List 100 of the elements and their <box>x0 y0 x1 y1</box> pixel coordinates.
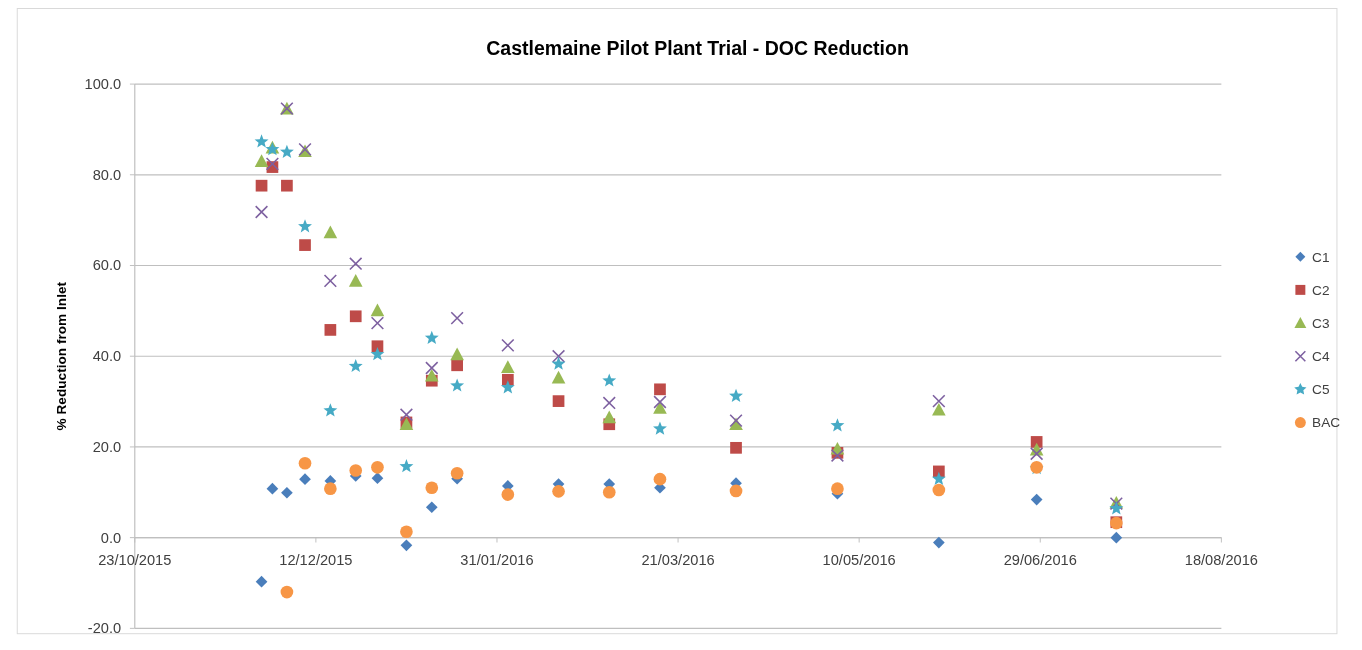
point <box>349 464 363 477</box>
y-tick-label: 20.0 <box>92 438 122 455</box>
point <box>500 380 515 394</box>
point <box>371 340 384 353</box>
point <box>371 472 384 485</box>
point <box>602 410 617 424</box>
point <box>653 421 667 435</box>
point <box>830 448 845 463</box>
point <box>1109 501 1124 515</box>
point <box>324 324 337 336</box>
point <box>298 219 312 233</box>
point <box>348 274 363 287</box>
point <box>323 403 338 417</box>
x-tick-label: 29/06/2016 <box>1003 551 1077 568</box>
point <box>324 482 337 495</box>
point <box>349 257 363 271</box>
point <box>265 157 280 171</box>
point <box>551 370 566 384</box>
point <box>552 395 565 407</box>
legend-label: C2 <box>1312 282 1330 298</box>
point <box>254 154 269 168</box>
point <box>451 359 463 372</box>
point <box>551 349 566 363</box>
point <box>602 485 616 499</box>
point <box>424 368 439 382</box>
point <box>1110 531 1123 544</box>
point <box>654 383 666 396</box>
y-tick-label: 100.0 <box>84 75 122 92</box>
x-tick-label: 31/01/2016 <box>460 551 534 568</box>
point <box>371 460 384 474</box>
point <box>450 311 464 325</box>
x-tick-label: 21/03/2016 <box>641 551 715 568</box>
point <box>450 466 464 480</box>
point <box>602 396 616 410</box>
point <box>399 408 414 422</box>
legend-label: C5 <box>1312 382 1330 398</box>
point <box>1030 493 1043 506</box>
point <box>653 401 667 414</box>
y-tick-label: 40.0 <box>92 348 122 365</box>
point <box>1030 447 1044 461</box>
point <box>400 525 413 539</box>
x-tick-label: 12/12/2015 <box>279 551 353 568</box>
y-tick-label: -20.0 <box>87 620 122 637</box>
point <box>729 388 743 403</box>
point <box>653 395 667 409</box>
point <box>931 471 946 486</box>
point <box>602 373 617 387</box>
point <box>729 484 743 498</box>
point <box>501 488 515 501</box>
x-tick-label: 23/10/2015 <box>98 551 172 568</box>
point <box>281 179 293 192</box>
point <box>323 274 337 288</box>
point <box>729 413 743 428</box>
chart-title: Castlemaine Pilot Plant Trial - DOC Reduction <box>486 36 909 59</box>
point <box>933 536 945 549</box>
point <box>323 225 338 239</box>
legend-label: BAC <box>1312 415 1341 431</box>
point <box>255 179 268 192</box>
point <box>399 459 414 473</box>
point <box>501 338 515 352</box>
point <box>280 585 294 599</box>
point <box>254 205 269 219</box>
legend-label: C4 <box>1312 349 1330 365</box>
point <box>501 360 515 373</box>
point <box>932 394 946 408</box>
point <box>370 316 385 330</box>
point <box>653 472 667 486</box>
y-tick-label: 60.0 <box>92 257 122 274</box>
point <box>425 501 438 514</box>
y-axis-title: % Reduction from Inlet <box>53 281 69 431</box>
point <box>281 486 293 499</box>
point <box>348 358 363 373</box>
point <box>450 347 464 361</box>
x-tick-label: 10/05/2016 <box>822 551 896 568</box>
point <box>424 330 439 344</box>
point <box>370 303 385 317</box>
point <box>425 481 439 495</box>
point <box>830 418 845 432</box>
point <box>370 347 385 361</box>
point <box>349 310 362 323</box>
y-tick-label: 80.0 <box>92 166 122 183</box>
point <box>552 485 565 498</box>
point <box>279 144 294 159</box>
y-tick-label: 0.0 <box>100 529 122 546</box>
point <box>932 483 946 497</box>
point <box>298 456 312 470</box>
legend-label: C1 <box>1312 249 1330 265</box>
point <box>254 134 269 148</box>
point <box>425 361 439 375</box>
x-tick-label: 18/08/2016 <box>1184 551 1258 568</box>
point <box>932 402 946 416</box>
point <box>400 539 413 552</box>
point <box>831 482 844 495</box>
point <box>450 378 465 392</box>
point <box>299 239 311 251</box>
point <box>255 575 268 588</box>
point <box>730 441 742 454</box>
point <box>266 482 279 495</box>
point <box>551 356 566 370</box>
legend-label: C3 <box>1312 315 1330 331</box>
